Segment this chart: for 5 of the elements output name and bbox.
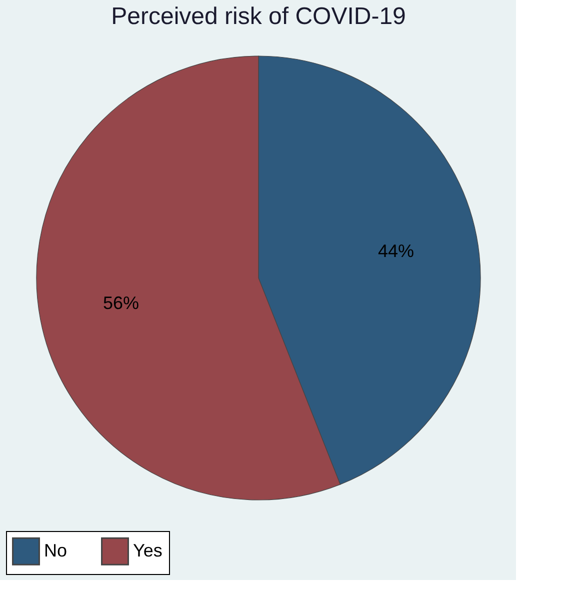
data-label: 44% [378, 240, 414, 261]
chart-title: Perceived risk of COVID-19 [111, 3, 406, 30]
data-label: 56% [102, 293, 139, 314]
legend-label: No [44, 540, 68, 560]
legend-label: Yes [133, 540, 162, 560]
